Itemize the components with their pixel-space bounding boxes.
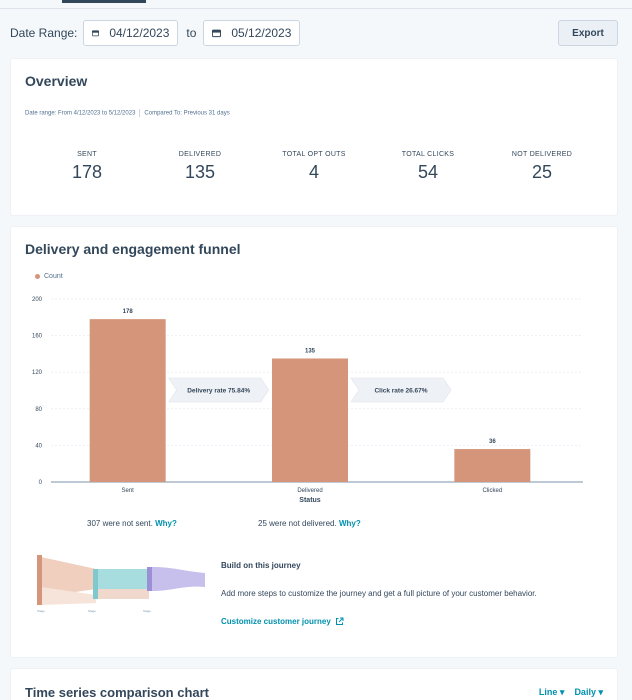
kpi-value: 54 bbox=[417, 162, 439, 182]
end-date-value: 05/12/2023 bbox=[231, 26, 292, 40]
x-tick-label: Delivered bbox=[297, 488, 322, 494]
y-tick-label: 200 bbox=[32, 297, 43, 303]
frequency-label: Daily bbox=[574, 687, 596, 697]
not-delivered-text: 25 were not delivered. bbox=[258, 519, 337, 528]
sankey-flow bbox=[152, 567, 205, 591]
overview-card: Overview Date range: From 4/12/2023 to 5… bbox=[10, 58, 618, 216]
filter-bar: Date Range: 04/12/2023 to 05/12/2023 Exp… bbox=[0, 20, 632, 46]
legend-label: Count bbox=[44, 273, 63, 280]
chart-legend: Count bbox=[35, 273, 63, 280]
kpi-opt-outs: TOTAL OPT OUTS 4 bbox=[259, 151, 369, 183]
funnel-card: Delivery and engagement funnel Count 0 40… bbox=[10, 226, 618, 658]
kpi-label: DELIVERED bbox=[178, 151, 222, 158]
timeseries-title: Time series comparison chart bbox=[25, 685, 210, 700]
journey-title: Build on this journey bbox=[221, 561, 301, 570]
date-range-text: Date range: From 4/12/2023 to 5/12/2023 bbox=[25, 110, 136, 117]
kpi-label: SENT bbox=[77, 151, 97, 158]
kpi-value: 25 bbox=[531, 162, 553, 182]
active-tab-indicator bbox=[62, 0, 146, 3]
date-range-label: Date Range: bbox=[10, 26, 78, 40]
bar-sent bbox=[89, 319, 166, 482]
kpi-label: TOTAL CLICKS bbox=[401, 151, 455, 158]
overview-meta: Date range: From 4/12/2023 to 5/12/2023 C… bbox=[25, 109, 230, 117]
bar-clicked bbox=[454, 449, 531, 482]
sankey-node bbox=[93, 569, 98, 599]
customize-journey-link[interactable]: Customize customer journey bbox=[221, 617, 344, 626]
kpi-not-delivered: NOT DELIVERED 25 bbox=[487, 151, 597, 183]
kpi-total-clicks: TOTAL CLICKS 54 bbox=[373, 151, 483, 183]
sankey-node bbox=[37, 555, 42, 605]
funnel-title: Delivery and engagement funnel bbox=[25, 241, 241, 257]
calendar-icon bbox=[92, 30, 100, 37]
not-delivered-note: 25 were not delivered. Why? bbox=[258, 519, 361, 528]
overview-title: Overview bbox=[25, 73, 88, 89]
y-tick-label: 40 bbox=[35, 443, 42, 449]
chart-type-dropdown[interactable]: Line ▾ bbox=[539, 687, 565, 698]
sankey-node bbox=[147, 567, 152, 591]
kpi-value: 4 bbox=[308, 162, 319, 182]
customize-journey-label: Customize customer journey bbox=[221, 617, 331, 626]
frequency-dropdown[interactable]: Daily ▾ bbox=[574, 687, 603, 698]
bar-delivered bbox=[272, 358, 348, 482]
end-date-input[interactable]: 05/12/2023 bbox=[203, 20, 301, 46]
header-divider bbox=[0, 8, 632, 9]
start-date-input[interactable]: 04/12/2023 bbox=[83, 20, 179, 46]
why-link-not-sent[interactable]: Why? bbox=[155, 519, 177, 528]
chevron-down-icon: ▾ bbox=[598, 687, 603, 697]
to-label: to bbox=[186, 26, 197, 40]
y-tick-label: 80 bbox=[35, 407, 42, 413]
meta-divider bbox=[139, 109, 141, 117]
sankey-flow bbox=[41, 557, 96, 597]
rate-label: Delivery rate 75.84% bbox=[187, 388, 250, 395]
kpi-value: 135 bbox=[184, 162, 216, 182]
journey-description: Add more steps to customize the journey … bbox=[221, 589, 537, 598]
timeseries-card: Time series comparison chart Line ▾ Dail… bbox=[10, 668, 618, 700]
y-tick-label: 160 bbox=[32, 334, 43, 340]
sankey-flow bbox=[41, 587, 96, 605]
rate-arrow bbox=[350, 377, 452, 403]
not-sent-text: 307 were not sent. bbox=[87, 519, 153, 528]
bar-value-label: 135 bbox=[305, 348, 316, 354]
compared-text: Compared To: Previous 31 days bbox=[144, 110, 230, 117]
chart-type-label: Line bbox=[538, 687, 558, 697]
y-tick-label: 120 bbox=[32, 370, 43, 376]
sankey-flow bbox=[98, 589, 149, 599]
sankey-flow bbox=[98, 569, 149, 589]
rate-arrow bbox=[168, 377, 270, 403]
stage-label: Stage bbox=[143, 609, 151, 613]
start-date-value: 04/12/2023 bbox=[109, 26, 170, 40]
kpi-sent: SENT 178 bbox=[32, 151, 142, 183]
kpi-delivered: DELIVERED 135 bbox=[145, 151, 255, 183]
stage-label: Stage bbox=[88, 609, 96, 613]
not-sent-note: 307 were not sent. Why? bbox=[87, 519, 177, 528]
journey-thumbnail: Stage Stage Stage bbox=[37, 555, 205, 613]
timeseries-controls: Line ▾ Daily ▾ bbox=[539, 687, 603, 698]
kpi-label: NOT DELIVERED bbox=[511, 151, 573, 158]
rate-label: Click rate 26.67% bbox=[374, 388, 427, 395]
bar-value-label: 36 bbox=[489, 439, 496, 445]
bar-value-label: 178 bbox=[123, 309, 134, 315]
funnel-chart: 0 40 80 120 160 200 178 Sent 135 Delivered 36 Click… bbox=[32, 297, 583, 504]
stage-label: Stage bbox=[37, 609, 45, 613]
legend-swatch bbox=[35, 274, 40, 279]
x-axis-label: Status bbox=[299, 497, 321, 504]
y-tick-label: 0 bbox=[39, 480, 43, 486]
why-link-not-delivered[interactable]: Why? bbox=[338, 519, 361, 528]
calendar-icon bbox=[212, 29, 222, 38]
x-tick-label: Sent bbox=[121, 488, 134, 494]
x-tick-label: Clicked bbox=[482, 488, 502, 494]
kpi-label: TOTAL OPT OUTS bbox=[282, 151, 346, 158]
kpi-value: 178 bbox=[71, 162, 103, 182]
chevron-down-icon: ▾ bbox=[559, 687, 565, 697]
external-link-icon bbox=[335, 617, 344, 625]
export-button[interactable]: Export bbox=[558, 20, 618, 46]
